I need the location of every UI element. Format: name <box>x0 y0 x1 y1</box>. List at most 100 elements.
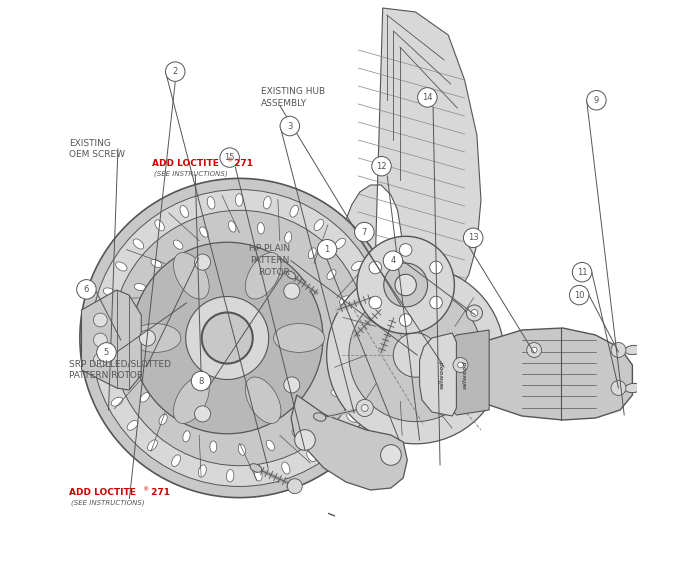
Circle shape <box>611 380 626 395</box>
Circle shape <box>349 288 482 422</box>
Polygon shape <box>444 330 489 415</box>
Ellipse shape <box>155 220 164 231</box>
Text: 9: 9 <box>594 96 599 105</box>
Text: 1: 1 <box>325 245 330 254</box>
Ellipse shape <box>172 455 181 466</box>
Ellipse shape <box>127 367 138 375</box>
Ellipse shape <box>116 262 127 271</box>
Circle shape <box>395 274 416 296</box>
Circle shape <box>357 236 454 333</box>
Ellipse shape <box>180 206 188 217</box>
Ellipse shape <box>140 393 150 402</box>
Circle shape <box>369 296 382 309</box>
Ellipse shape <box>335 238 345 249</box>
Text: ®: ® <box>143 488 149 492</box>
Ellipse shape <box>290 205 298 217</box>
Circle shape <box>463 228 483 248</box>
Circle shape <box>372 156 391 176</box>
Text: 5: 5 <box>104 348 109 357</box>
Circle shape <box>220 148 239 167</box>
Ellipse shape <box>207 197 215 209</box>
Circle shape <box>471 309 478 316</box>
Ellipse shape <box>127 421 138 430</box>
Circle shape <box>384 263 428 307</box>
Ellipse shape <box>368 362 381 370</box>
Circle shape <box>458 362 463 368</box>
Circle shape <box>418 88 437 107</box>
Circle shape <box>94 333 107 347</box>
Ellipse shape <box>226 469 234 482</box>
Ellipse shape <box>130 324 181 352</box>
Ellipse shape <box>308 248 316 258</box>
Polygon shape <box>419 333 456 416</box>
Ellipse shape <box>263 197 271 209</box>
Ellipse shape <box>346 413 358 422</box>
Ellipse shape <box>281 462 290 474</box>
Ellipse shape <box>174 253 209 299</box>
Circle shape <box>132 242 323 434</box>
Ellipse shape <box>125 311 136 317</box>
Circle shape <box>284 377 300 393</box>
Circle shape <box>453 358 468 372</box>
Text: HP PLAIN
PATTERN
ROTOR: HP PLAIN PATTERN ROTOR <box>248 245 290 277</box>
Ellipse shape <box>342 363 354 370</box>
Circle shape <box>77 280 96 299</box>
Ellipse shape <box>307 450 316 462</box>
Text: 10: 10 <box>574 291 584 300</box>
Circle shape <box>356 399 373 417</box>
Text: SRP DRILLED/SLOTTED
PATTERN ROTOR: SRP DRILLED/SLOTTED PATTERN ROTOR <box>69 359 172 380</box>
Circle shape <box>400 314 412 327</box>
Ellipse shape <box>345 324 356 332</box>
Polygon shape <box>477 328 632 420</box>
Text: 2: 2 <box>173 67 178 76</box>
Ellipse shape <box>198 465 206 477</box>
Text: (SEE INSTRUCTIONS): (SEE INSTRUCTIONS) <box>154 170 228 177</box>
Circle shape <box>97 343 116 362</box>
Ellipse shape <box>173 240 183 249</box>
Text: 15: 15 <box>225 153 235 162</box>
Ellipse shape <box>624 383 642 393</box>
Circle shape <box>466 305 482 321</box>
Text: 4: 4 <box>391 256 395 265</box>
Circle shape <box>284 283 300 299</box>
Ellipse shape <box>134 284 146 291</box>
Text: 14: 14 <box>422 93 433 102</box>
Text: 3: 3 <box>287 121 293 131</box>
Ellipse shape <box>314 413 326 421</box>
Ellipse shape <box>266 440 274 450</box>
Ellipse shape <box>314 412 325 420</box>
Circle shape <box>381 445 401 465</box>
Text: 6: 6 <box>84 285 89 294</box>
Ellipse shape <box>351 261 363 270</box>
Circle shape <box>430 261 442 274</box>
Ellipse shape <box>100 371 113 379</box>
Circle shape <box>80 178 399 497</box>
Ellipse shape <box>151 260 162 268</box>
Ellipse shape <box>331 390 342 397</box>
Circle shape <box>91 190 388 486</box>
Ellipse shape <box>210 441 217 452</box>
Circle shape <box>526 343 542 358</box>
Ellipse shape <box>235 194 243 206</box>
Circle shape <box>611 343 626 358</box>
Text: EXISTING HUB
ASSEMBLY: EXISTING HUB ASSEMBLY <box>261 87 326 108</box>
Polygon shape <box>332 8 481 370</box>
Text: 11: 11 <box>577 268 587 277</box>
Text: ADD LOCTITE: ADD LOCTITE <box>69 488 136 497</box>
Circle shape <box>587 91 606 110</box>
Ellipse shape <box>360 388 372 397</box>
Ellipse shape <box>199 227 208 237</box>
Text: 7: 7 <box>362 227 367 237</box>
Circle shape <box>327 266 504 444</box>
Ellipse shape <box>314 219 323 230</box>
Ellipse shape <box>370 315 382 323</box>
Ellipse shape <box>292 429 302 439</box>
Text: EXISTING
OEM SCREW: EXISTING OEM SCREW <box>69 139 125 159</box>
Circle shape <box>400 244 412 256</box>
Text: 8: 8 <box>198 376 204 386</box>
Circle shape <box>430 296 442 309</box>
Circle shape <box>94 353 107 367</box>
Ellipse shape <box>286 271 295 279</box>
Circle shape <box>531 347 537 353</box>
Circle shape <box>202 312 253 363</box>
